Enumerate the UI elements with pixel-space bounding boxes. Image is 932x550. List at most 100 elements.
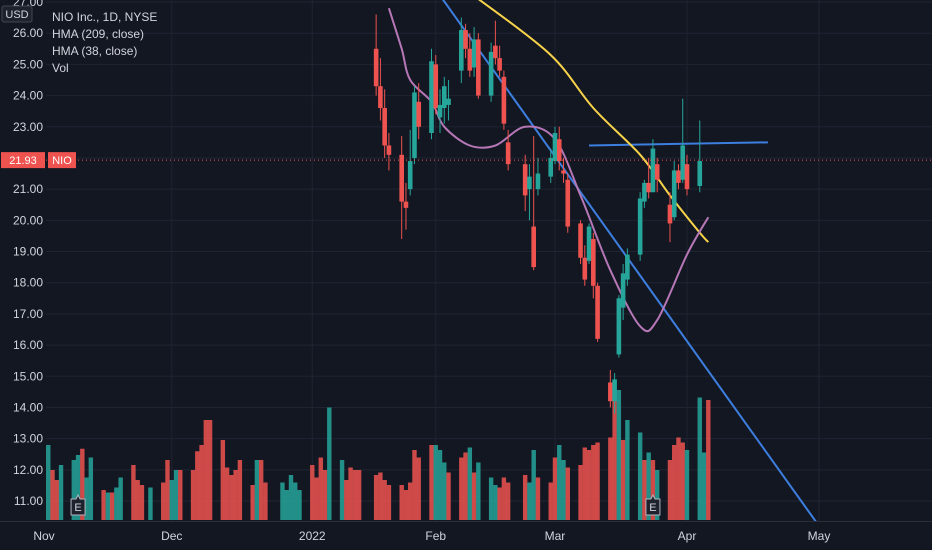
volume-bar	[416, 457, 421, 520]
volume-bar	[667, 460, 673, 520]
volume-bar	[642, 460, 647, 520]
candle	[565, 173, 571, 233]
candle	[620, 263, 626, 321]
candle	[642, 179, 647, 208]
y-tick-label: 17.00	[13, 307, 43, 321]
y-axis[interactable]: 27.0026.0025.0024.0023.0022.0021.0020.00…	[0, 0, 76, 550]
x-axis-background	[0, 521, 932, 550]
volume-bar	[229, 475, 234, 520]
candle-body	[531, 226, 536, 268]
candle-body	[463, 30, 468, 49]
y-tick-label: 12.00	[13, 463, 43, 477]
volume-bar	[497, 487, 502, 520]
volume-bar	[297, 490, 302, 520]
candle-body	[697, 161, 703, 187]
volume-bar	[161, 482, 166, 520]
volume-bar	[165, 460, 170, 520]
candle-body	[493, 45, 498, 59]
volume-bar	[616, 390, 622, 520]
volume-bar	[220, 440, 226, 520]
volume-bar	[71, 460, 77, 520]
y-tick-label: 19.00	[13, 245, 43, 259]
candle-body	[386, 145, 392, 155]
indicator-hma-209[interactable]: HMA (209, close)	[52, 27, 145, 41]
indicator-hma-38[interactable]: HMA (38, close)	[52, 44, 138, 58]
candle-body	[407, 161, 413, 190]
x-tick-label: Dec	[161, 529, 182, 543]
candle-body	[497, 58, 502, 71]
candle-body	[382, 108, 387, 146]
candle-body	[556, 139, 562, 162]
volume-bar	[258, 460, 264, 520]
volume-bar	[608, 437, 613, 520]
volume-bar	[135, 480, 140, 520]
earnings-marker[interactable]: E	[70, 493, 86, 516]
volume-bar	[706, 400, 711, 520]
volume-bar	[310, 465, 315, 520]
earnings-label: E	[649, 502, 656, 514]
volume-bar	[565, 467, 570, 520]
indicator-volume[interactable]: Vol	[52, 61, 69, 75]
volume-bar	[522, 475, 528, 520]
volume-bar	[382, 480, 387, 520]
volume-bar	[84, 477, 89, 520]
volume-bar	[293, 482, 298, 520]
y-tick-label: 26.00	[13, 26, 43, 40]
y-tick-label: 13.00	[13, 432, 43, 446]
volume-bar	[356, 470, 362, 520]
x-axis[interactable]: Nov Dec 2022 Feb Mar Apr May	[0, 521, 932, 550]
volume-bar	[582, 447, 587, 520]
candle-body	[446, 98, 451, 105]
candle-body	[642, 182, 647, 202]
volume-bar	[697, 397, 702, 520]
candle-body	[527, 176, 532, 190]
candle	[552, 126, 558, 165]
volume-bar	[676, 437, 681, 520]
volume-bar	[314, 477, 319, 520]
earnings-badge	[645, 493, 661, 516]
earnings-marker[interactable]: E	[645, 493, 661, 516]
volume-bar	[548, 482, 553, 520]
y-tick-label: 16.00	[13, 338, 43, 352]
resistance-line	[589, 141, 768, 147]
candle-body	[586, 226, 592, 261]
candle-body	[429, 61, 434, 133]
candle-body	[578, 223, 583, 258]
symbol-tag	[48, 152, 76, 169]
candle-body	[684, 164, 690, 190]
volume-bar	[467, 447, 473, 520]
volume-bar	[505, 482, 511, 520]
candle-body	[471, 39, 477, 68]
volume-bar	[254, 460, 260, 520]
volume-bar	[595, 442, 600, 520]
candle	[608, 370, 613, 408]
volume-bar	[148, 487, 153, 520]
volume-bar	[224, 467, 230, 520]
volume-bar	[386, 485, 392, 520]
volume-bar	[578, 465, 583, 520]
volume-bar	[493, 485, 498, 520]
candle	[403, 182, 409, 230]
candle	[667, 192, 673, 243]
volume-bar	[118, 477, 123, 520]
candle	[378, 58, 383, 121]
volume-bar	[190, 470, 196, 520]
volume-bar	[586, 450, 592, 520]
candle	[548, 148, 554, 183]
candle	[497, 45, 502, 77]
volume-bar	[433, 445, 438, 520]
volume-bar	[280, 482, 285, 520]
volume-bar	[488, 477, 494, 520]
candle	[591, 232, 596, 299]
volume-bar	[557, 445, 562, 520]
volume-bar	[684, 450, 690, 520]
volume-bar	[476, 462, 481, 520]
volume-bar	[114, 487, 119, 520]
symbol-title[interactable]: NIO Inc., 1D, NYSE	[52, 10, 158, 24]
candle	[433, 55, 439, 115]
volume-bar	[322, 470, 328, 520]
candle	[527, 164, 532, 221]
volume-bar	[561, 460, 566, 520]
